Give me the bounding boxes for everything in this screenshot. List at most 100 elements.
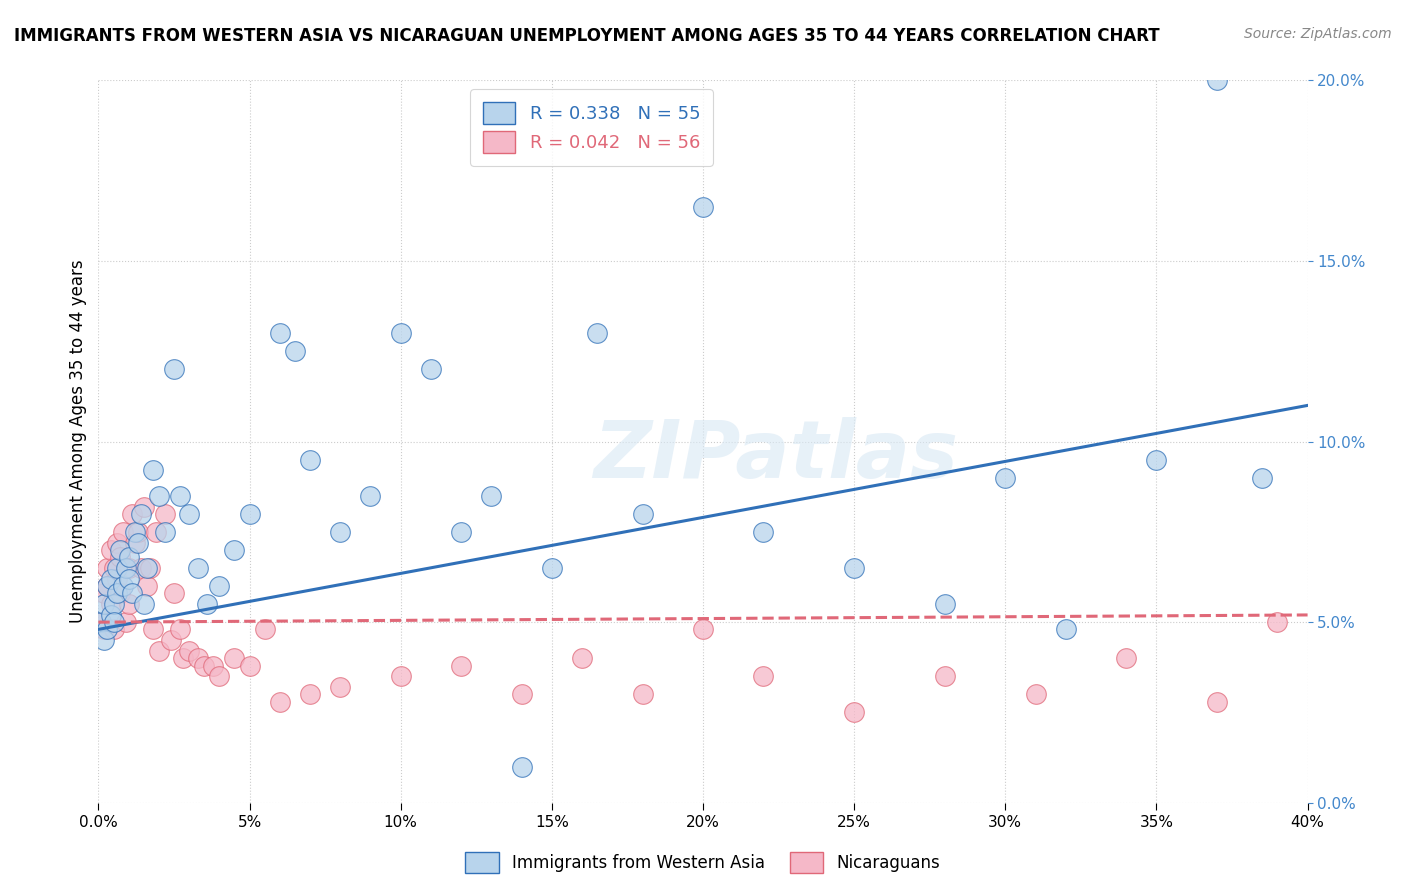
Point xyxy=(127,535,149,549)
Point xyxy=(93,597,115,611)
Point xyxy=(108,550,131,565)
Point xyxy=(108,586,131,600)
Point xyxy=(90,615,112,630)
Point xyxy=(510,687,533,701)
Point xyxy=(481,489,503,503)
Point xyxy=(752,524,775,539)
Point xyxy=(103,561,125,575)
Point xyxy=(239,507,262,521)
Point xyxy=(844,706,866,720)
Point xyxy=(111,524,134,539)
Point xyxy=(224,542,246,557)
Point xyxy=(124,524,146,539)
Point xyxy=(1115,651,1137,665)
Point xyxy=(153,507,176,521)
Point xyxy=(163,586,186,600)
Point xyxy=(142,623,165,637)
Point xyxy=(100,572,122,586)
Point xyxy=(160,633,183,648)
Point xyxy=(129,507,152,521)
Point xyxy=(103,615,125,630)
Point xyxy=(631,687,654,701)
Point xyxy=(329,524,352,539)
Point xyxy=(269,695,291,709)
Point xyxy=(389,326,412,340)
Point xyxy=(100,597,122,611)
Point xyxy=(148,644,170,658)
Point xyxy=(179,507,201,521)
Point xyxy=(208,579,231,593)
Point xyxy=(1267,615,1289,630)
Text: Source: ZipAtlas.com: Source: ZipAtlas.com xyxy=(1244,27,1392,41)
Point xyxy=(153,524,176,539)
Point xyxy=(124,535,146,549)
Point xyxy=(90,615,112,630)
Point xyxy=(129,561,152,575)
Point xyxy=(1206,73,1229,87)
Point xyxy=(118,561,141,575)
Point xyxy=(360,489,382,503)
Legend: R = 0.338   N = 55, R = 0.042   N = 56: R = 0.338 N = 55, R = 0.042 N = 56 xyxy=(470,89,713,166)
Point xyxy=(420,362,443,376)
Point xyxy=(105,586,128,600)
Point xyxy=(195,597,218,611)
Point xyxy=(172,651,194,665)
Point xyxy=(135,579,157,593)
Point xyxy=(284,344,307,359)
Point xyxy=(934,669,956,683)
Point xyxy=(118,572,141,586)
Point xyxy=(1144,452,1167,467)
Point xyxy=(692,623,714,637)
Point xyxy=(1054,623,1077,637)
Point xyxy=(118,550,141,565)
Point xyxy=(631,507,654,521)
Point xyxy=(103,623,125,637)
Point xyxy=(96,561,118,575)
Point xyxy=(114,615,136,630)
Point xyxy=(145,524,167,539)
Point xyxy=(844,561,866,575)
Point xyxy=(253,623,276,637)
Point xyxy=(692,200,714,214)
Point xyxy=(934,597,956,611)
Point xyxy=(169,489,191,503)
Point xyxy=(108,542,131,557)
Point xyxy=(269,326,291,340)
Point xyxy=(105,572,128,586)
Point xyxy=(114,561,136,575)
Text: ZIPatlas: ZIPatlas xyxy=(593,417,957,495)
Point xyxy=(105,561,128,575)
Point xyxy=(93,623,115,637)
Point xyxy=(1024,687,1046,701)
Point xyxy=(127,524,149,539)
Point xyxy=(139,561,162,575)
Point xyxy=(510,760,533,774)
Point xyxy=(132,500,155,514)
Y-axis label: Unemployment Among Ages 35 to 44 years: Unemployment Among Ages 35 to 44 years xyxy=(69,260,87,624)
Point xyxy=(142,463,165,477)
Point xyxy=(540,561,562,575)
Legend: Immigrants from Western Asia, Nicaraguans: Immigrants from Western Asia, Nicaraguan… xyxy=(458,846,948,880)
Point xyxy=(202,658,225,673)
Point xyxy=(135,561,157,575)
Point xyxy=(132,597,155,611)
Point xyxy=(752,669,775,683)
Point xyxy=(93,586,115,600)
Point xyxy=(389,669,412,683)
Point xyxy=(994,471,1017,485)
Point xyxy=(96,579,118,593)
Point xyxy=(100,542,122,557)
Point xyxy=(193,658,215,673)
Point xyxy=(105,535,128,549)
Point xyxy=(329,680,352,694)
Point xyxy=(148,489,170,503)
Point xyxy=(224,651,246,665)
Point xyxy=(1251,471,1274,485)
Point xyxy=(450,524,472,539)
Point xyxy=(208,669,231,683)
Point xyxy=(179,644,201,658)
Point xyxy=(571,651,593,665)
Point xyxy=(169,623,191,637)
Point xyxy=(121,507,143,521)
Point xyxy=(100,607,122,622)
